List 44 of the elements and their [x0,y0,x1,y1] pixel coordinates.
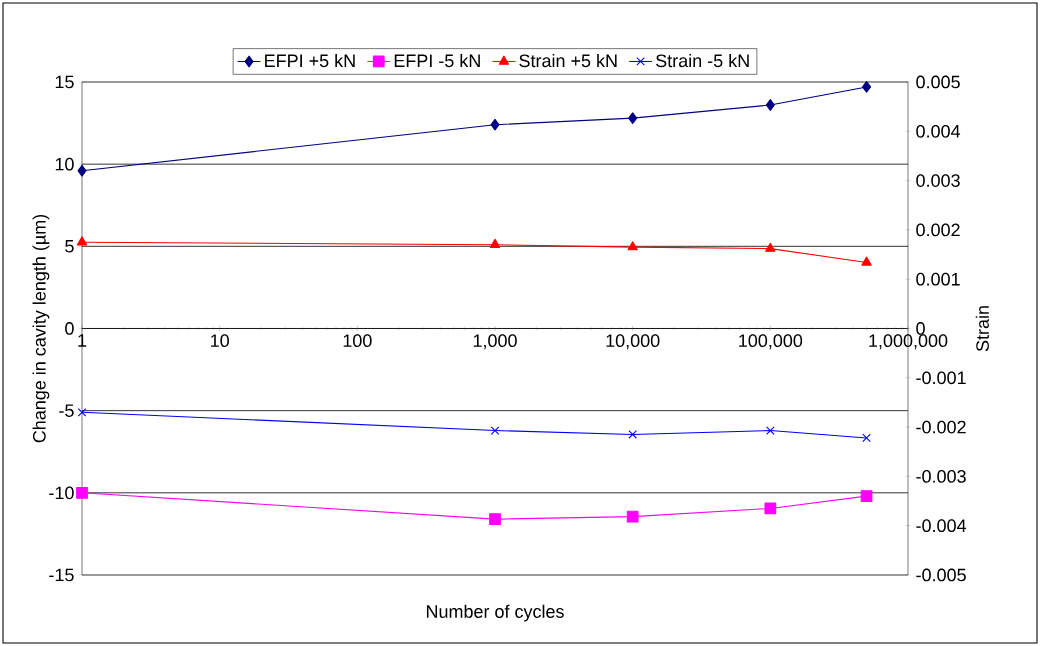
point [628,112,638,125]
point [626,510,639,523]
legend-label: EFPI -5 kN [394,53,480,68]
y-tick-label: -5 [59,404,74,417]
legend-label: Strain -5 kN [656,53,749,68]
y2-tick-label: -0.005 [916,568,966,582]
y2-tick-label: -0.002 [916,420,966,434]
point [490,426,500,435]
x-tick-label: 1,000 [473,334,517,350]
y2-tick-label: -0.003 [916,470,966,483]
y2-tick-label: -0.004 [916,519,967,533]
y2-tick-label: -0.001 [916,371,966,385]
y2-tick-label: 0.001 [916,272,960,286]
legend-label: EFPI +5 kN [265,53,355,68]
point [766,426,775,435]
point [765,242,776,252]
x-tick-label: 1 [78,334,87,347]
y-tick-label: 10 [55,157,74,171]
y2-tick-label: 0 [916,322,925,335]
point [628,430,637,439]
y-axis-title: Change in cavity length (µm) [32,214,50,443]
x-tick-label: 10,000 [606,334,660,350]
y-tick-label: 0 [65,322,74,335]
y-tick-label: 5 [65,240,74,253]
y2-axis-title: Strain [975,306,989,352]
point [489,513,501,525]
legend-label: Strain +5 kN [519,53,617,68]
x-tick-label: 100,000 [739,334,803,350]
point [765,99,775,111]
point [490,118,500,131]
y-tick-label: -10 [49,486,74,500]
y-tick-label: 15 [55,75,74,89]
x-tick-label: 10 [211,334,229,347]
x-axis-title: Number of cycles [426,604,564,622]
y-tick-label: -15 [49,568,74,582]
y2-tick-label: 0.003 [916,174,960,187]
x-tick-label: 1,000,000 [869,334,948,350]
y2-tick-label: 0.004 [916,124,961,138]
x-tick-label: 100 [343,334,372,347]
point [627,241,638,251]
y2-tick-label: 0.002 [916,223,960,237]
y2-tick-label: 0.005 [916,75,960,89]
point [764,502,777,515]
point [489,238,501,248]
